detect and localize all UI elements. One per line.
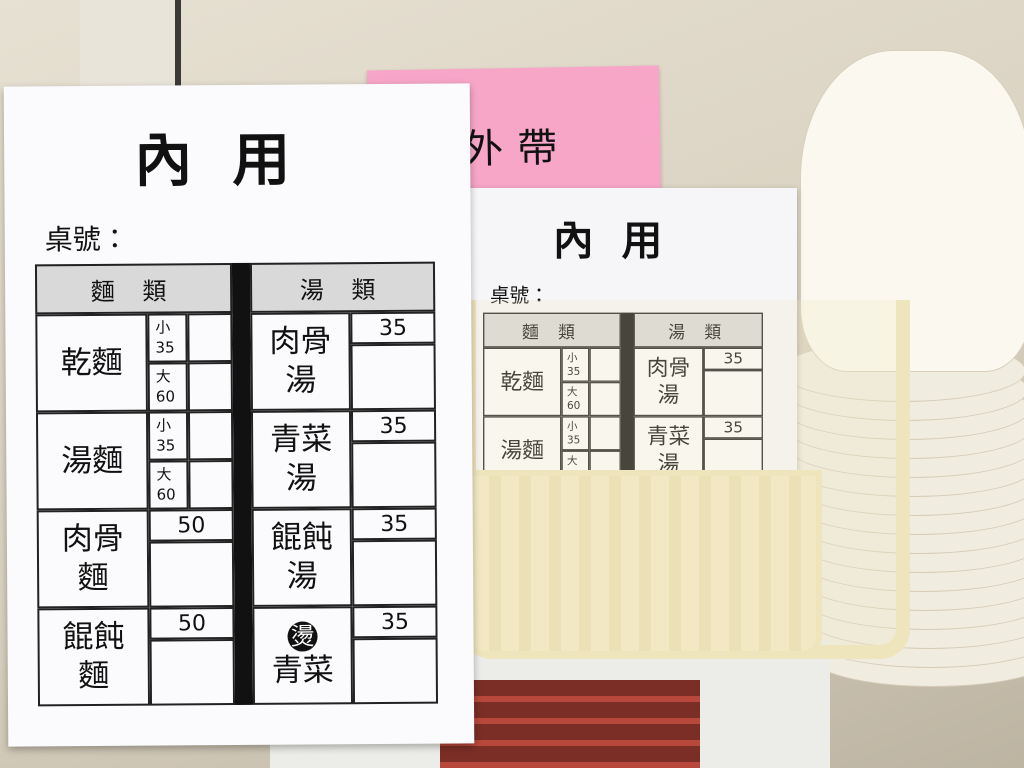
soup-header: 湯 類 <box>249 261 436 313</box>
soup-name-text: 餛飩湯 <box>270 519 333 595</box>
size-label: 小 <box>567 419 578 433</box>
cup <box>800 50 1024 372</box>
noodle-name-text: 湯麵 <box>500 437 544 463</box>
table-number-label: 桌號： <box>490 283 549 307</box>
soup-name-text: 青菜 <box>271 651 334 689</box>
sheet-title: 內用 <box>553 216 691 265</box>
blank-box <box>187 411 234 461</box>
blank-box <box>703 370 763 417</box>
soup-name: 餛飩湯 <box>251 508 353 607</box>
size-price: 35 <box>567 433 581 446</box>
column-divider <box>620 312 634 488</box>
size-price: 35 <box>567 364 581 378</box>
table-number-label: 桌號： <box>44 222 129 257</box>
price-text: 35 <box>723 418 744 437</box>
size-price: 60 <box>156 484 176 504</box>
size-cell: 小 35 <box>561 416 590 451</box>
noodle-name: 乾麵 <box>483 347 562 417</box>
blank-box <box>187 313 233 363</box>
sheet-title: 內用 <box>133 125 331 195</box>
soup-name: 肉骨湯 <box>633 347 704 417</box>
blank-box <box>352 637 439 705</box>
pencils <box>440 680 700 768</box>
soup-name-text: 肉骨湯 <box>269 323 332 399</box>
blank-box <box>589 416 621 451</box>
price-text: 50 <box>177 512 206 538</box>
price-cell: 35 <box>350 311 436 345</box>
header-text: 麵 類 <box>90 276 177 306</box>
size-label: 大 <box>567 385 578 398</box>
price-text: 35 <box>380 511 409 537</box>
noodle-name-text: 肉骨麵 <box>61 521 124 597</box>
blank-box <box>589 381 621 417</box>
basket-front <box>465 470 822 657</box>
soup-name: 肉骨湯 <box>250 312 351 411</box>
soup-name: 青菜湯 <box>250 410 352 509</box>
price-cell: 35 <box>351 507 437 541</box>
size-cell: 小 35 <box>147 411 189 461</box>
blank-box <box>148 541 235 608</box>
soup-header: 湯 類 <box>633 312 763 348</box>
header-text: 麵 類 <box>521 322 582 342</box>
noodle-name-text: 湯麵 <box>61 442 124 479</box>
door-frame <box>80 0 181 100</box>
size-cell: 小 35 <box>561 347 590 382</box>
price-text: 35 <box>379 413 408 439</box>
blank-box <box>351 539 438 607</box>
noodle-header: 麵 類 <box>483 312 621 348</box>
blank-box <box>350 343 436 411</box>
soup-name-text: 青菜湯 <box>270 421 333 497</box>
size-price: 35 <box>155 337 175 357</box>
noodle-name: 湯麵 <box>35 411 149 511</box>
price-text: 50 <box>177 610 207 636</box>
noodle-header: 麵 類 <box>34 263 233 315</box>
price-cell: 50 <box>149 607 235 640</box>
soup-name-text: 肉骨湯 <box>646 355 691 408</box>
price-text: 35 <box>723 350 744 368</box>
size-label: 大 <box>156 465 172 484</box>
blank-box <box>149 639 236 706</box>
header-text: 湯 類 <box>668 322 729 342</box>
soup-name: 燙青菜 <box>252 606 354 705</box>
size-cell: 小 35 <box>147 313 188 363</box>
size-label: 小 <box>155 318 171 337</box>
badge: 燙 <box>287 621 318 652</box>
price-cell: 35 <box>703 347 763 370</box>
blank-box <box>188 460 234 510</box>
noodle-name: 肉骨麵 <box>36 509 150 609</box>
price-text: 35 <box>380 609 410 635</box>
size-label: 大 <box>567 454 578 467</box>
price-text: 35 <box>378 315 407 341</box>
noodle-name: 餛飩麵 <box>37 607 151 707</box>
noodle-name-text: 乾麵 <box>500 369 544 395</box>
price-cell: 35 <box>703 416 763 439</box>
blank-box <box>589 347 621 382</box>
takeout-title: 外帶 <box>462 125 572 173</box>
size-label: 小 <box>567 351 578 364</box>
blank-box <box>351 441 437 509</box>
size-label: 小 <box>156 416 172 435</box>
size-price: 60 <box>155 386 176 406</box>
price-cell: 35 <box>352 605 438 639</box>
size-label: 大 <box>155 367 171 386</box>
size-price: 35 <box>156 435 176 455</box>
noodle-name-text: 餛飩麵 <box>62 619 125 695</box>
noodle-name: 乾麵 <box>35 313 148 413</box>
price-cell: 50 <box>148 509 234 542</box>
blank-box <box>187 362 233 412</box>
price-cell: 35 <box>350 409 437 443</box>
size-price: 60 <box>567 399 581 412</box>
header-text: 湯 類 <box>299 275 386 305</box>
noodle-name-text: 乾麵 <box>60 344 123 381</box>
